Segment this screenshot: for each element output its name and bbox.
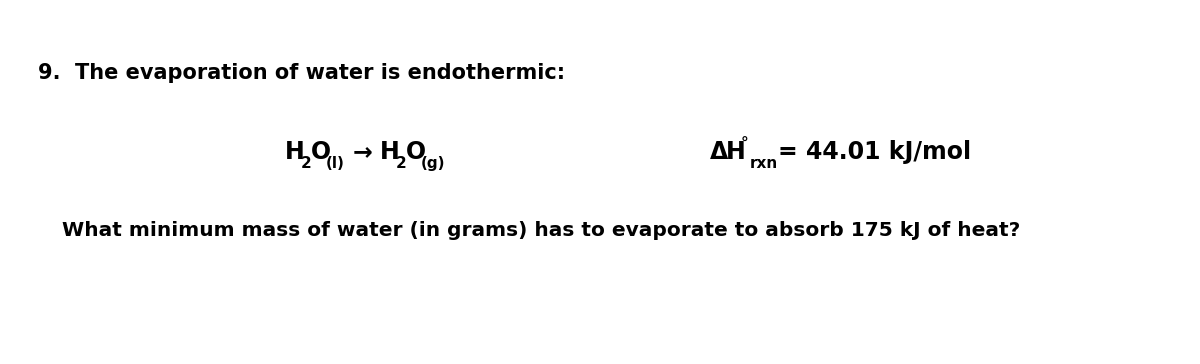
Text: 9.  The evaporation of water is endothermic:: 9. The evaporation of water is endotherm… (38, 63, 565, 83)
Text: O: O (311, 140, 331, 164)
Text: 2: 2 (300, 156, 311, 171)
Text: (g): (g) (421, 156, 445, 171)
Text: Δ: Δ (710, 140, 728, 164)
Text: H: H (726, 140, 745, 164)
Text: H: H (380, 140, 400, 164)
Text: (l): (l) (326, 156, 344, 171)
Text: →: → (353, 140, 373, 164)
Text: °: ° (742, 137, 749, 152)
Text: O: O (406, 140, 426, 164)
Text: What minimum mass of water (in grams) has to evaporate to absorb 175 kJ of heat?: What minimum mass of water (in grams) ha… (62, 221, 1020, 240)
Text: H: H (286, 140, 305, 164)
Text: = 44.01 kJ/mol: = 44.01 kJ/mol (778, 140, 971, 164)
Text: 2: 2 (396, 156, 407, 171)
Text: rxn: rxn (750, 156, 779, 171)
